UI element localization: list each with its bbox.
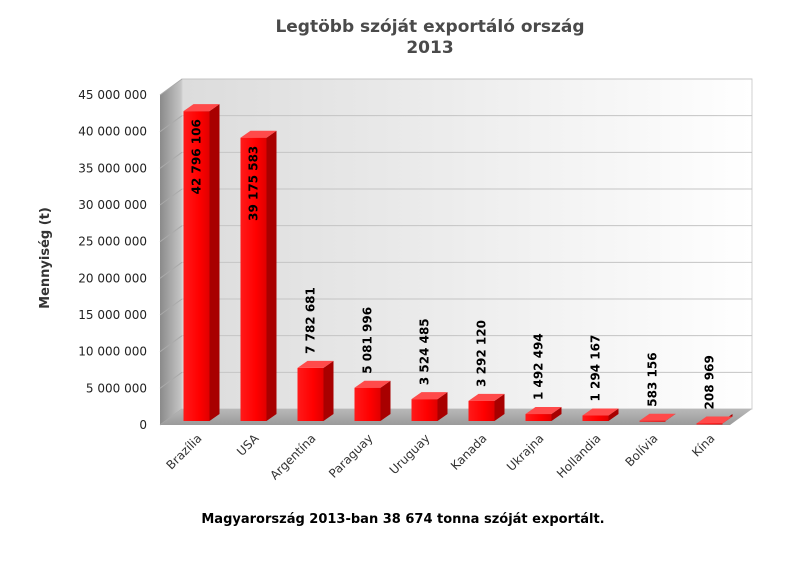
y-tick-label: 15 000 000 [78, 308, 147, 322]
data-label: 583 156 [646, 352, 660, 406]
bar-side [437, 392, 448, 421]
bar [582, 408, 619, 421]
bar [411, 392, 448, 421]
y-tick-label: 0 [139, 418, 147, 432]
y-tick-label: 40 000 000 [78, 125, 147, 139]
bar-side [209, 104, 220, 421]
bar-side [608, 408, 619, 421]
chart-title: Legtöbb szóját exportáló ország [275, 17, 584, 37]
data-label: 3 524 485 [418, 318, 432, 385]
bar [639, 413, 676, 422]
y-tick-label: 30 000 000 [78, 198, 147, 212]
bar-front [297, 367, 324, 421]
data-labels: 42 796 106 39 175 583 7 782 681 5 081 996 3 … [190, 119, 717, 409]
gridline-side [159, 115, 183, 133]
footnote: Magyarország 2013-ban 38 674 tonna szójá… [201, 512, 605, 527]
gridlines [159, 78, 752, 426]
x-tick-label: Hollandia [554, 431, 604, 481]
data-label: 42 796 106 [190, 119, 204, 194]
bar [354, 380, 391, 421]
bar [525, 407, 562, 421]
bar [297, 360, 334, 421]
bar-top [696, 416, 733, 424]
x-tick-label: Uruguay [387, 431, 433, 477]
bar-front [468, 400, 495, 421]
y-tick-label: 10 000 000 [78, 345, 147, 359]
bar-front [240, 137, 267, 421]
x-tick-label: Argentína [267, 431, 318, 482]
bar-top [468, 393, 505, 401]
chart-subtitle: 2013 [406, 38, 453, 58]
bar-front [354, 387, 381, 421]
x-tick-label: Bolívia [622, 431, 660, 469]
x-tick-label: Ukrajna [504, 431, 547, 474]
x-tick-label: USA [234, 431, 262, 459]
y-axis-label: Mennyiség (t) [38, 207, 53, 309]
bar-front [639, 420, 666, 422]
gridline-side [159, 261, 183, 279]
bar-top [297, 360, 334, 368]
bars [183, 104, 733, 425]
bar-top [183, 104, 220, 112]
data-label: 39 175 583 [247, 146, 261, 221]
data-label: 1 294 167 [589, 335, 603, 402]
y-tick-label: 20 000 000 [78, 271, 147, 285]
bar-top [411, 392, 448, 400]
bar-top [525, 407, 562, 415]
bar-top [582, 408, 619, 416]
gridline-side [159, 188, 183, 206]
gridline-side [159, 151, 183, 169]
bar [468, 393, 505, 421]
bar-top [354, 380, 391, 388]
bar-top [639, 413, 676, 421]
x-tick-label: Brazília [163, 431, 204, 472]
bar-top [240, 130, 277, 138]
data-label: 5 081 996 [361, 307, 375, 374]
bar-side [266, 130, 277, 421]
bar-side [323, 360, 334, 421]
y-tick-label: 35 000 000 [78, 161, 147, 175]
gridline-side [159, 371, 183, 389]
bar-front [582, 415, 609, 421]
y-tick-label: 25 000 000 [78, 235, 147, 249]
y-tick-label: 5 000 000 [86, 381, 147, 395]
y-axis-ticks: 0 5 000 000 10 000 000 15 000 000 20 000 000… [78, 88, 147, 432]
bar [240, 130, 277, 421]
gridline-side [159, 298, 183, 316]
data-label: 3 292 120 [475, 320, 489, 387]
y-tick-label: 45 000 000 [78, 88, 147, 102]
x-tick-label: Paraguay [326, 431, 376, 481]
bar-front [525, 414, 552, 421]
bar-side [665, 413, 676, 421]
bar-side [494, 393, 505, 421]
data-label: 1 492 494 [532, 333, 546, 400]
plot-walls [160, 78, 753, 425]
x-axis-ticks: Brazília USA Argentína Paraguay Uruguay Kanad… [163, 431, 717, 483]
bar [183, 104, 220, 421]
bar-front [696, 423, 723, 425]
bar-front [183, 111, 210, 421]
data-label: 7 782 681 [304, 287, 318, 354]
x-tick-label: Kanada [448, 431, 490, 473]
bar-side [380, 380, 391, 421]
bar-side [551, 407, 562, 421]
bar-front [411, 399, 438, 421]
gridline-side [159, 225, 183, 243]
bar [696, 414, 733, 425]
back-wall [181, 78, 753, 410]
data-label: 208 969 [703, 355, 717, 409]
side-wall [160, 79, 182, 425]
gridline-side [159, 335, 183, 353]
gridline-side [159, 78, 183, 96]
x-tick-label: Kína [689, 431, 717, 459]
